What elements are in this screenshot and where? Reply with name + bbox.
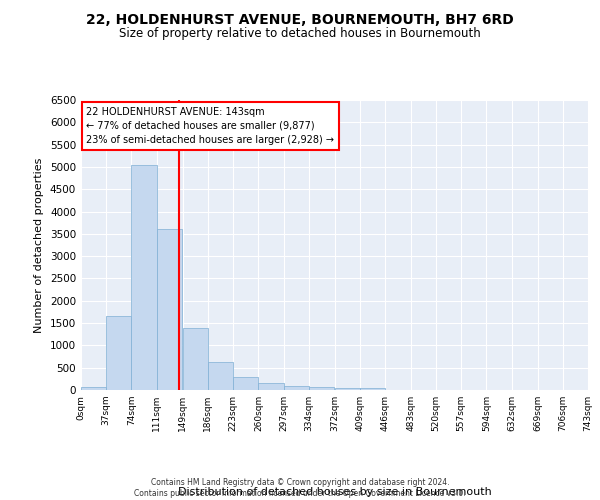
X-axis label: Distribution of detached houses by size in Bournemouth: Distribution of detached houses by size …	[178, 487, 491, 497]
Text: 22, HOLDENHURST AVENUE, BOURNEMOUTH, BH7 6RD: 22, HOLDENHURST AVENUE, BOURNEMOUTH, BH7…	[86, 12, 514, 26]
Bar	[81, 386, 106, 390]
Bar	[309, 387, 334, 390]
Text: Size of property relative to detached houses in Bournemouth: Size of property relative to detached ho…	[119, 28, 481, 40]
Bar	[131, 164, 157, 390]
Bar	[106, 316, 131, 390]
Text: Contains HM Land Registry data © Crown copyright and database right 2024.
Contai: Contains HM Land Registry data © Crown c…	[134, 478, 466, 498]
Bar	[284, 386, 309, 390]
Y-axis label: Number of detached properties: Number of detached properties	[34, 158, 44, 332]
Bar	[157, 230, 182, 390]
Bar	[233, 377, 259, 390]
Bar	[208, 362, 233, 390]
Bar	[182, 328, 208, 390]
Bar	[360, 388, 385, 390]
Bar	[335, 388, 360, 390]
Text: 22 HOLDENHURST AVENUE: 143sqm
← 77% of detached houses are smaller (9,877)
23% o: 22 HOLDENHURST AVENUE: 143sqm ← 77% of d…	[86, 106, 334, 144]
Bar	[259, 384, 284, 390]
